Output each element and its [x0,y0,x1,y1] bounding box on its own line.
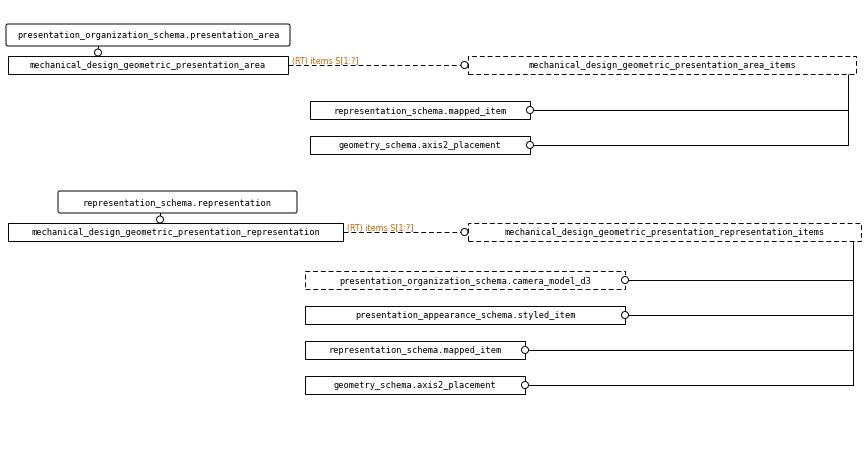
Text: mechanical_design_geometric_presentation_representation: mechanical_design_geometric_presentation… [31,228,320,237]
Text: presentation_organization_schema.camera_model_d3: presentation_organization_schema.camera_… [339,276,591,285]
Circle shape [621,312,628,319]
Bar [310,102,530,120]
Bar [468,57,856,75]
Circle shape [527,107,534,114]
Bar [305,341,525,359]
Bar [8,224,343,241]
Text: geometry_schema.axis2_placement: geometry_schema.axis2_placement [333,381,496,390]
Circle shape [156,217,163,224]
Text: (RT) items S[1:?]: (RT) items S[1:?] [292,57,358,66]
Text: representation_schema.mapped_item: representation_schema.mapped_item [328,346,502,355]
Text: representation_schema.representation: representation_schema.representation [83,198,272,207]
Circle shape [621,277,628,284]
Circle shape [522,347,529,354]
Text: geometry_schema.axis2_placement: geometry_schema.axis2_placement [339,141,502,150]
Circle shape [522,382,529,389]
Text: (RT) items S[1:?]: (RT) items S[1:?] [347,224,414,233]
Text: representation_schema.mapped_item: representation_schema.mapped_item [333,106,507,115]
Bar [468,224,861,241]
Bar [305,306,625,325]
Text: mechanical_design_geometric_presentation_area: mechanical_design_geometric_presentation… [30,62,266,70]
FancyBboxPatch shape [6,25,290,47]
Bar [305,271,625,289]
Text: mechanical_design_geometric_presentation_area_items: mechanical_design_geometric_presentation… [528,62,796,70]
Text: mechanical_design_geometric_presentation_representation_items: mechanical_design_geometric_presentation… [504,228,825,237]
FancyBboxPatch shape [58,191,297,213]
Circle shape [461,229,468,236]
Bar [310,137,530,155]
Circle shape [527,142,534,149]
Bar [305,376,525,394]
Bar [8,57,288,75]
Text: presentation_organization_schema.presentation_area: presentation_organization_schema.present… [16,31,279,40]
Circle shape [95,50,102,57]
Circle shape [461,62,468,69]
Text: presentation_appearance_schema.styled_item: presentation_appearance_schema.styled_it… [355,311,575,320]
